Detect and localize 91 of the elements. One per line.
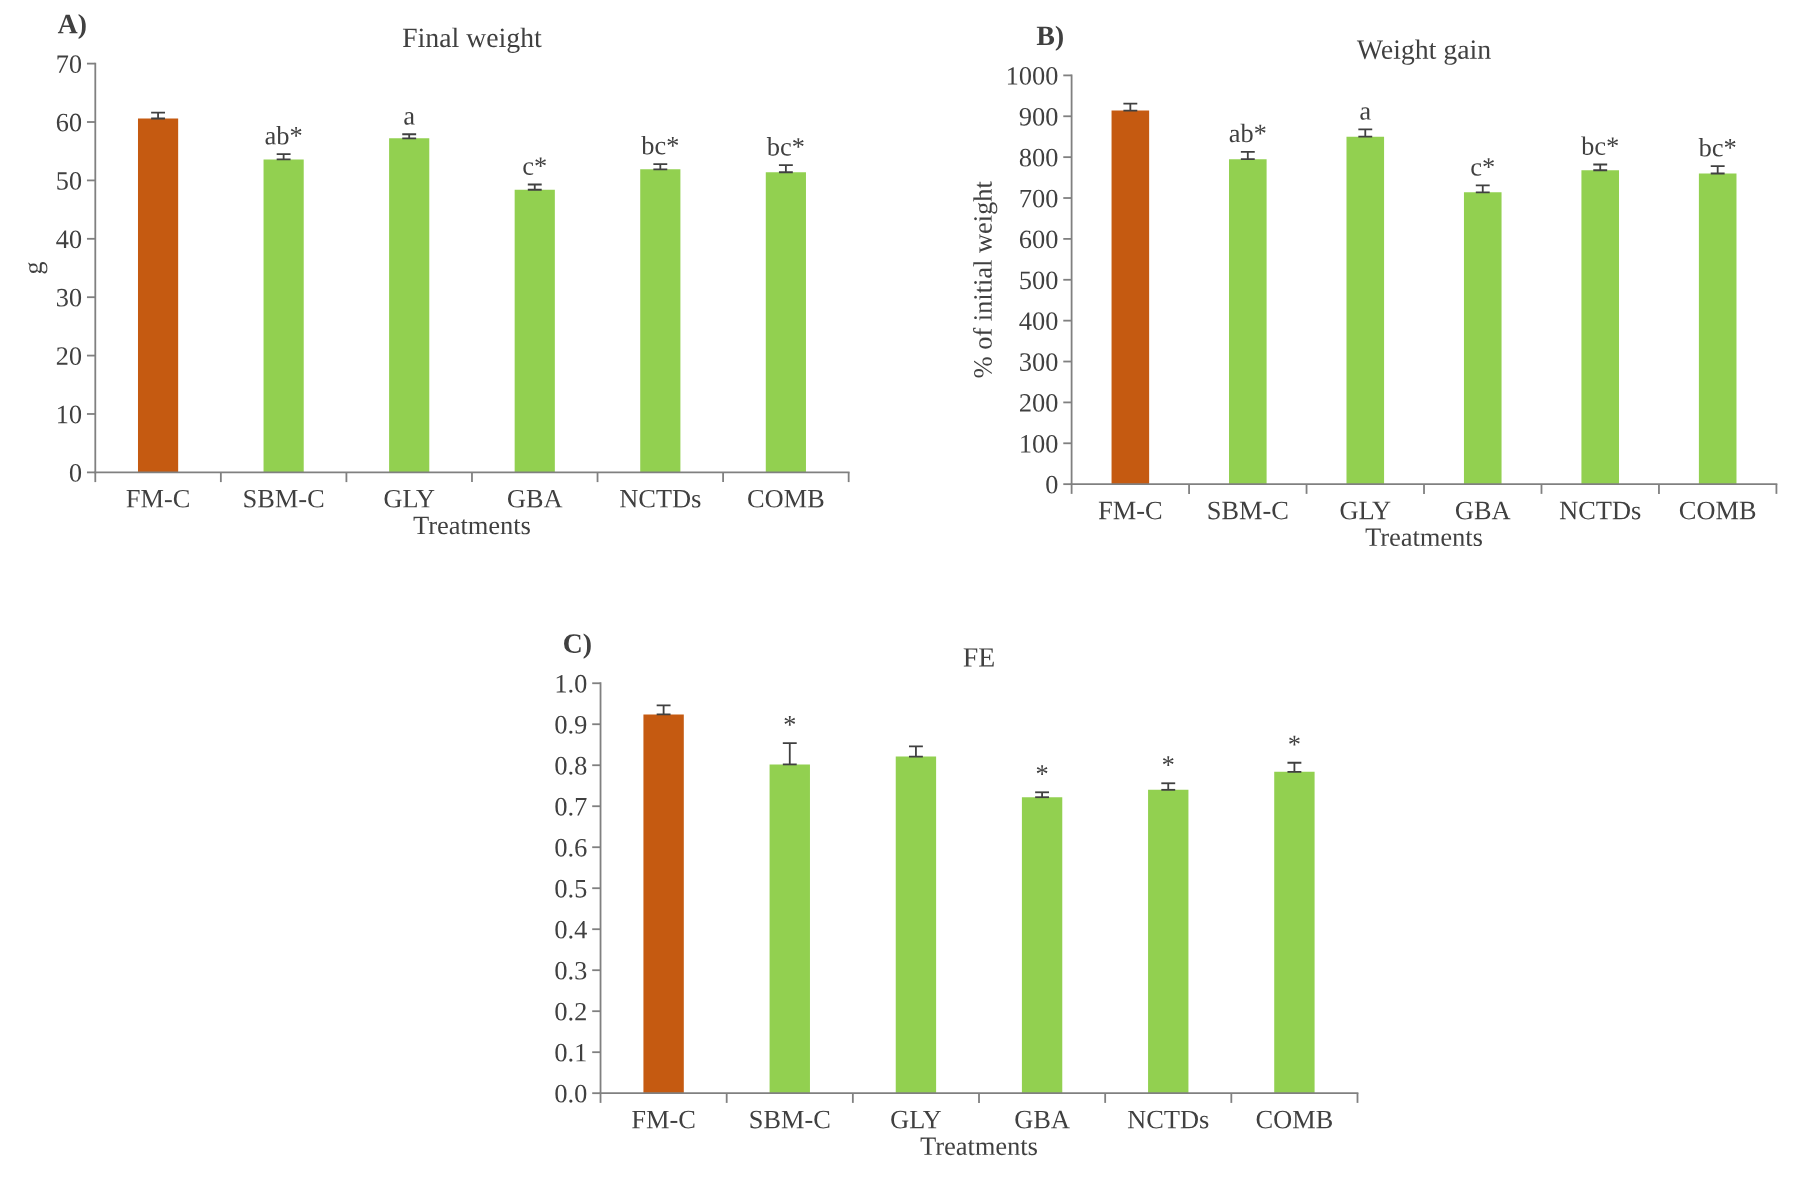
y-tick-label: 70	[57, 55, 82, 74]
x-tick-label: COMB	[1256, 1110, 1332, 1129]
y-tick-label: 600	[1019, 230, 1058, 249]
y-tick-label: 1.0	[556, 674, 587, 693]
y-tick-label: 800	[1019, 148, 1058, 167]
x-axis-title: Treatments	[1365, 528, 1482, 547]
y-tick-label: 1000	[1007, 67, 1058, 85]
annotation: c*	[1471, 158, 1494, 176]
y-tick-label: 300	[1020, 353, 1058, 371]
bar	[1346, 136, 1385, 485]
y-tick-label: 60	[56, 113, 82, 132]
y-tick-label: 20	[56, 347, 82, 365]
x-tick-label: NCTDs	[1559, 501, 1641, 520]
y-axis-title: g	[28, 261, 48, 274]
annotation: bc*	[1698, 138, 1736, 157]
x-tick-label: FM-C	[1098, 501, 1162, 520]
bar	[769, 764, 810, 1094]
x-tick-label: COMB	[748, 489, 824, 508]
annotation: bc*	[1581, 136, 1619, 155]
bar	[1148, 789, 1189, 1094]
bar	[1229, 159, 1267, 485]
bar	[389, 138, 430, 473]
bar	[1274, 771, 1315, 1094]
x-tick-label: GBA	[507, 489, 563, 508]
x-tick-label: NCTDs	[1127, 1110, 1209, 1129]
x-tick-label: SBM-C	[750, 1110, 830, 1129]
y-tick-label: 500	[1020, 271, 1058, 290]
x-tick-label: SBM-C	[244, 489, 324, 508]
y-tick-label: 0	[69, 463, 82, 482]
bar	[1111, 110, 1150, 485]
bar	[640, 169, 681, 473]
chart-title: Final weight	[402, 27, 542, 53]
y-tick-label: 30	[56, 288, 82, 307]
y-tick-label: 0.2	[555, 1002, 586, 1021]
bar	[1021, 797, 1063, 1094]
y-tick-label: 0.0	[555, 1084, 587, 1103]
chart-title: FE	[963, 648, 994, 667]
y-tick-label: 10	[58, 405, 82, 424]
bar	[1463, 192, 1502, 485]
annotation: a	[404, 112, 415, 125]
y-axis-title: % of initial weight	[973, 181, 998, 378]
bar	[643, 714, 684, 1094]
bar	[263, 159, 304, 473]
x-tick-label: GBA	[1455, 501, 1511, 520]
bar	[137, 118, 179, 473]
x-tick-label: GLY	[1340, 501, 1391, 520]
bar	[1581, 170, 1620, 485]
x-axis-title: Treatments	[920, 1137, 1037, 1156]
x-tick-label: FM-C	[126, 489, 189, 508]
x-tick-label: SBM-C	[1208, 501, 1288, 520]
x-tick-label: GLY	[384, 489, 435, 508]
bar	[895, 756, 937, 1094]
annotation: c*	[523, 157, 546, 175]
annotation: *	[1162, 756, 1174, 766]
annotation: *	[1036, 765, 1048, 775]
y-tick-label: 0.4	[555, 920, 587, 939]
x-tick-label: FM-C	[632, 1110, 695, 1129]
bar	[1698, 173, 1737, 485]
annotation: bc*	[766, 137, 804, 156]
y-tick-label: 400	[1019, 312, 1058, 331]
y-tick-label: 0.1	[555, 1043, 586, 1062]
x-tick-label: GLY	[891, 1110, 942, 1129]
chart-title: Weight gain	[1356, 39, 1491, 65]
y-tick-label: 0.8	[555, 756, 587, 775]
text: C)	[564, 633, 591, 659]
x-axis-title: Treatments	[413, 516, 530, 535]
x-tick-label: COMB	[1679, 501, 1756, 520]
x-tick-label: GBA	[1015, 1110, 1070, 1129]
annotation: *	[784, 716, 796, 726]
bar	[514, 189, 555, 473]
y-tick-label: 0	[1046, 475, 1058, 494]
y-tick-label: 900	[1019, 107, 1058, 126]
bar	[765, 172, 806, 473]
y-tick-label: 100	[1021, 434, 1058, 453]
annotation: ab*	[1229, 123, 1266, 143]
y-tick-label: 0.5	[555, 879, 587, 898]
annotation: a	[1360, 107, 1371, 120]
y-tick-label: 0.6	[555, 838, 587, 857]
y-tick-label: 0.9	[555, 715, 587, 734]
x-tick-label: NCTDs	[620, 489, 701, 508]
y-tick-label: 200	[1019, 394, 1058, 412]
y-tick-label: 0.7	[555, 797, 587, 816]
annotation: ab*	[265, 126, 302, 145]
y-tick-label: 40	[56, 230, 82, 249]
text: B)	[1036, 25, 1063, 51]
y-tick-label: 50	[57, 172, 82, 190]
annotation: *	[1289, 735, 1300, 746]
y-tick-label: 700	[1020, 189, 1058, 208]
y-tick-label: 0.3	[555, 961, 587, 980]
text: A)	[57, 13, 86, 40]
annotation: bc*	[641, 135, 679, 155]
